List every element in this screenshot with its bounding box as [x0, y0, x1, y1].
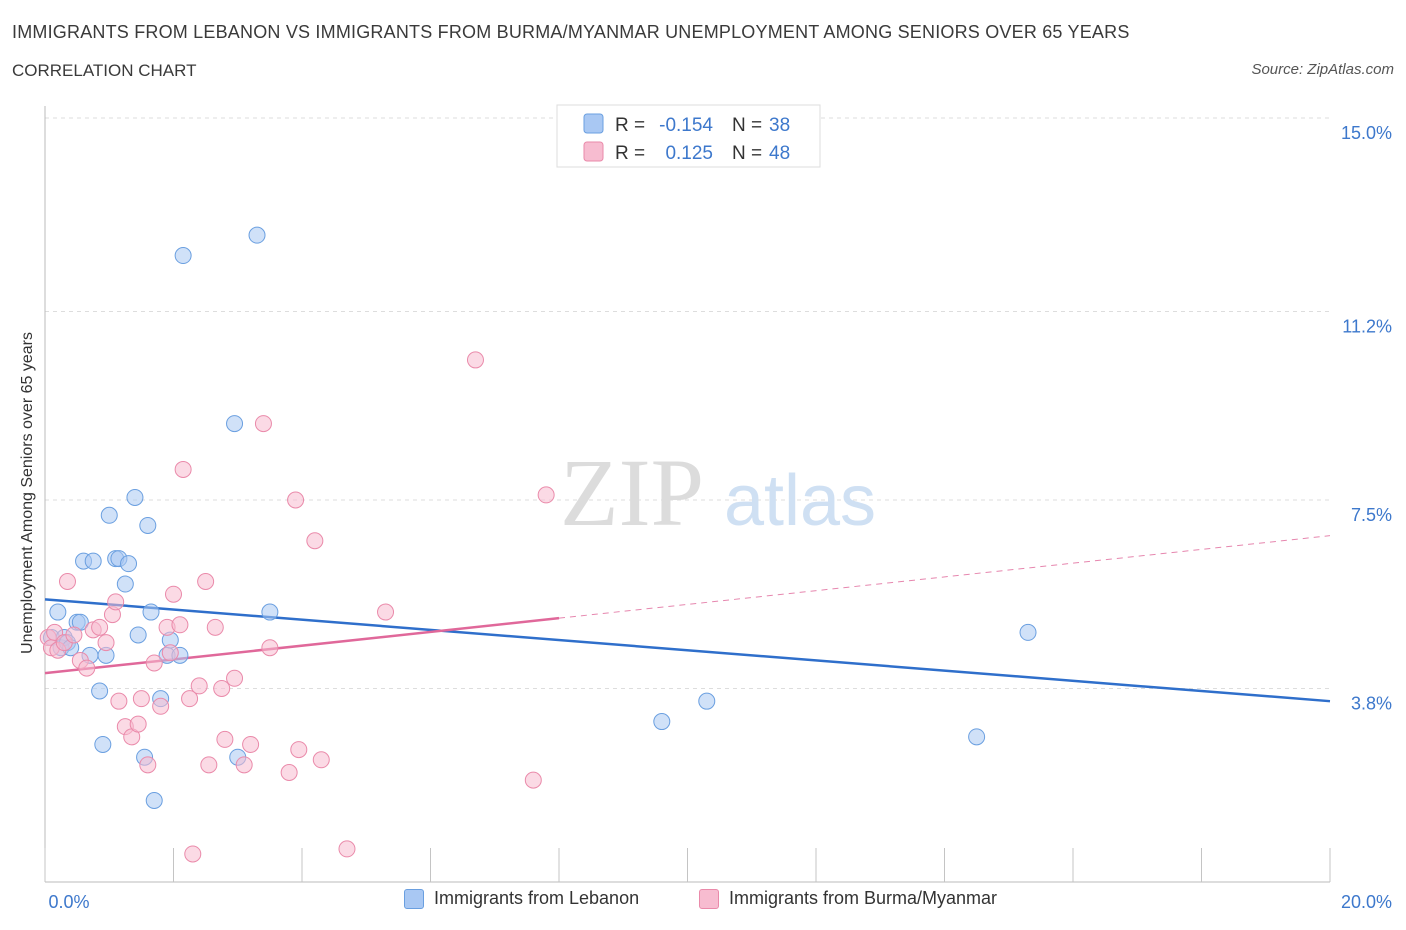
- burma-point: [287, 491, 305, 509]
- burma-point: [174, 460, 192, 478]
- burma-point: [524, 771, 542, 789]
- lebanon-point: [129, 626, 147, 644]
- burma-point: [190, 677, 208, 695]
- burma-point: [261, 639, 279, 657]
- data-points: [39, 226, 1037, 863]
- burma-point: [290, 741, 308, 759]
- lebanon-point: [49, 603, 67, 621]
- burma-point: [197, 572, 215, 590]
- lebanon-point: [698, 692, 716, 710]
- burma-point: [65, 626, 83, 644]
- legend-r-value: 0.125: [665, 143, 713, 164]
- watermark: ZIP atlas: [560, 439, 876, 546]
- burma-point: [280, 763, 298, 781]
- x-tick-label: 20.0%: [1341, 892, 1392, 912]
- lebanon-point: [126, 488, 144, 506]
- legend-item-burma[interactable]: Immigrants from Burma/Myanmar: [699, 888, 997, 909]
- burma-point: [377, 603, 395, 621]
- lebanon-point: [261, 603, 279, 621]
- burma-point: [216, 730, 234, 748]
- axes: [44, 106, 1331, 883]
- lebanon-point: [145, 792, 163, 810]
- lebanon-point: [116, 575, 134, 593]
- lebanon-point: [142, 603, 160, 621]
- y-tick-label: 3.8%: [1351, 693, 1392, 713]
- lebanon-point: [248, 226, 266, 244]
- burma-point: [145, 654, 163, 672]
- burma-point: [306, 532, 324, 550]
- tick-labels: 3.8% 7.5% 11.2% 15.0% 0.0% 20.0%: [48, 123, 1392, 912]
- watermark-zip: ZIP: [560, 439, 704, 546]
- lebanon-point: [120, 555, 138, 573]
- burma-point: [97, 634, 115, 652]
- legend-swatch-burma: [583, 141, 604, 162]
- lebanon-point: [653, 713, 671, 731]
- legend-item-lebanon[interactable]: Immigrants from Lebanon: [404, 888, 639, 909]
- y-tick-label: 7.5%: [1351, 505, 1392, 525]
- burma-point: [537, 486, 555, 504]
- chart-title: IMMIGRANTS FROM LEBANON VS IMMIGRANTS FR…: [12, 22, 1130, 42]
- burma-point: [242, 735, 260, 753]
- burma-point: [200, 756, 218, 774]
- burma-point: [110, 692, 128, 710]
- source-credit: Source: ZipAtlas.com: [1251, 61, 1394, 78]
- lebanon-point: [226, 415, 244, 433]
- lebanon-point: [174, 247, 192, 265]
- burma-point: [132, 690, 150, 708]
- trend-lines: [44, 535, 1331, 703]
- lebanon-point: [84, 552, 102, 570]
- correlation-legend: R = -0.154 N = 38 R = 0.125 N = 48: [556, 104, 821, 168]
- burma-point: [152, 697, 170, 715]
- burma-point: [181, 690, 199, 708]
- legend-swatch-lebanon: [583, 113, 604, 134]
- y-tick-label: 11.2%: [1342, 317, 1392, 337]
- legend-r-value: -0.154: [659, 115, 713, 136]
- burma-point: [161, 644, 179, 662]
- x-tick-label: 0.0%: [48, 892, 89, 912]
- lebanon-point: [1019, 623, 1037, 641]
- legend-swatch-lebanon: [404, 888, 424, 909]
- legend-label-lebanon: Immigrants from Lebanon: [434, 888, 640, 908]
- burma-point: [107, 593, 125, 611]
- burma-trend-line-extension: [558, 535, 1331, 619]
- burma-point: [226, 669, 244, 687]
- burma-point: [58, 572, 76, 590]
- burma-point: [171, 616, 189, 634]
- burma-point: [338, 840, 356, 858]
- legend-r-label: R =: [615, 115, 645, 136]
- legend-n-value: 38: [769, 115, 790, 136]
- series-legend: Immigrants from Lebanon Immigrants from …: [0, 888, 1406, 916]
- burma-point: [254, 415, 272, 433]
- lebanon-trend-line: [44, 598, 1331, 703]
- burma-point: [312, 751, 330, 769]
- burma-point: [91, 618, 109, 636]
- burma-point: [206, 618, 224, 636]
- burma-point: [78, 659, 96, 677]
- legend-n-value: 48: [769, 143, 790, 164]
- lebanon-point: [100, 506, 118, 524]
- legend-r-label: R =: [615, 143, 645, 164]
- legend-n-label: N =: [732, 143, 762, 164]
- grid-lines: [45, 117, 1330, 689]
- legend-swatch-burma: [699, 888, 719, 909]
- y-tick-label: 15.0%: [1341, 123, 1392, 143]
- burma-point: [466, 351, 484, 369]
- legend-n-label: N =: [732, 115, 762, 136]
- lebanon-point: [91, 682, 109, 700]
- lebanon-point: [94, 735, 112, 753]
- lebanon-point: [139, 516, 157, 534]
- burma-point: [165, 585, 182, 603]
- burma-point: [129, 715, 147, 733]
- burma-point: [139, 756, 157, 774]
- burma-point: [235, 756, 253, 774]
- burma-point: [184, 845, 202, 863]
- watermark-atlas: atlas: [724, 461, 876, 541]
- lebanon-point: [968, 728, 986, 746]
- chart-subtitle: CORRELATION CHART: [12, 61, 197, 80]
- y-axis-label: Unemployment Among Seniors over 65 years: [19, 332, 36, 654]
- legend-label-burma: Immigrants from Burma/Myanmar: [729, 888, 998, 908]
- burma-trend-line: [44, 616, 560, 675]
- burma-point: [213, 679, 231, 697]
